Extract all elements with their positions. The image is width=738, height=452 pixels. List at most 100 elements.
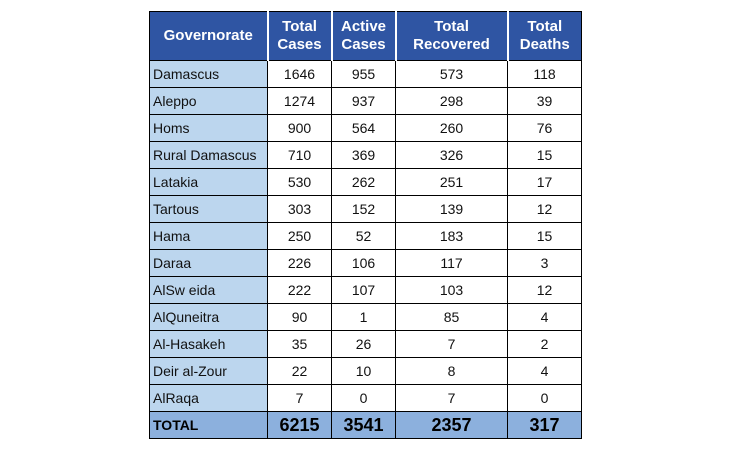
total-recovered-cell: 7	[395, 330, 508, 358]
total-recovered-cell: 85	[395, 303, 508, 331]
total-cases-cell: 7	[267, 384, 332, 412]
table-row: Daraa 226 106 117 3	[149, 249, 582, 277]
governorate-cell: AlQuneitra	[149, 303, 268, 331]
active-cases-cell: 937	[331, 87, 396, 115]
header-total-cases-line2: Cases	[277, 36, 322, 53]
total-cases-cell: 900	[267, 114, 332, 142]
header-total-recovered-line2: Recovered	[413, 36, 490, 53]
table-row: Rural Damascus 710 369 326 15	[149, 141, 582, 169]
total-total-recovered: 2357	[395, 411, 508, 439]
active-cases-cell: 107	[331, 276, 396, 304]
total-cases-cell: 90	[267, 303, 332, 331]
total-recovered-cell: 103	[395, 276, 508, 304]
total-deaths-cell: 4	[507, 357, 582, 385]
active-cases-cell: 10	[331, 357, 396, 385]
governorate-cell: Rural Damascus	[149, 141, 268, 169]
total-cases-cell: 1646	[267, 60, 332, 88]
governorate-cell: Daraa	[149, 249, 268, 277]
table-row: Hama 250 52 183 15	[149, 222, 582, 250]
total-deaths-cell: 4	[507, 303, 582, 331]
active-cases-cell: 152	[331, 195, 396, 223]
table-row: Aleppo 1274 937 298 39	[149, 87, 582, 115]
active-cases-cell: 0	[331, 384, 396, 412]
total-deaths-cell: 12	[507, 276, 582, 304]
total-total-deaths: 317	[507, 411, 582, 439]
header-active-cases-line2: Cases	[341, 36, 386, 53]
table-row: Latakia 530 262 251 17	[149, 168, 582, 196]
total-recovered-cell: 260	[395, 114, 508, 142]
total-deaths-cell: 2	[507, 330, 582, 358]
active-cases-cell: 26	[331, 330, 396, 358]
total-deaths-cell: 76	[507, 114, 582, 142]
header-total-recovered: Total Recovered	[395, 11, 509, 61]
governorate-cell: Latakia	[149, 168, 268, 196]
total-deaths-cell: 118	[507, 60, 582, 88]
active-cases-cell: 564	[331, 114, 396, 142]
header-total-recovered-line1: Total	[434, 18, 469, 35]
header-total-cases-line1: Total	[282, 18, 317, 35]
total-label: TOTAL	[149, 411, 268, 439]
total-cases-cell: 303	[267, 195, 332, 223]
total-cases-cell: 250	[267, 222, 332, 250]
table-row: AlRaqa 7 0 7 0	[149, 384, 582, 412]
table-row: Tartous 303 152 139 12	[149, 195, 582, 223]
table-row: AlQuneitra 90 1 85 4	[149, 303, 582, 331]
active-cases-cell: 262	[331, 168, 396, 196]
total-recovered-cell: 298	[395, 87, 508, 115]
total-cases-cell: 35	[267, 330, 332, 358]
header-active-cases: Active Cases	[331, 11, 397, 61]
governorate-cell: Hama	[149, 222, 268, 250]
total-deaths-cell: 17	[507, 168, 582, 196]
header-total-cases: Total Cases	[267, 11, 333, 61]
governorate-cell: Tartous	[149, 195, 268, 223]
total-deaths-cell: 3	[507, 249, 582, 277]
total-deaths-cell: 39	[507, 87, 582, 115]
active-cases-cell: 106	[331, 249, 396, 277]
total-recovered-cell: 573	[395, 60, 508, 88]
total-deaths-cell: 15	[507, 141, 582, 169]
governorate-cell: AlRaqa	[149, 384, 268, 412]
governorate-cell: Homs	[149, 114, 268, 142]
total-cases-cell: 530	[267, 168, 332, 196]
active-cases-cell: 369	[331, 141, 396, 169]
header-total-deaths-line1: Total	[527, 18, 563, 35]
governorate-cell: Aleppo	[149, 87, 268, 115]
total-recovered-cell: 326	[395, 141, 508, 169]
header-total-deaths: Total Deaths	[507, 11, 582, 61]
governorate-cell: Al-Hasakeh	[149, 330, 268, 358]
table-row: Damascus 1646 955 573 118	[149, 60, 582, 88]
total-row: TOTAL 6215 3541 2357 317	[149, 411, 582, 439]
total-total-cases: 6215	[267, 411, 332, 439]
total-recovered-cell: 117	[395, 249, 508, 277]
total-recovered-cell: 139	[395, 195, 508, 223]
governorate-cell: AlSw eida	[149, 276, 268, 304]
header-governorate-label: Governorate	[163, 27, 253, 44]
total-deaths-cell: 15	[507, 222, 582, 250]
total-cases-cell: 226	[267, 249, 332, 277]
active-cases-cell: 52	[331, 222, 396, 250]
total-cases-cell: 1274	[267, 87, 332, 115]
total-recovered-cell: 251	[395, 168, 508, 196]
header-governorate: Governorate	[149, 11, 269, 61]
header-total-deaths-line2: Deaths	[519, 36, 570, 53]
governorate-cell: Damascus	[149, 60, 268, 88]
covid-cases-table: Governorate Total Cases Active Cases Tot…	[149, 11, 582, 439]
table-row: Al-Hasakeh 35 26 7 2	[149, 330, 582, 358]
header-active-cases-line1: Active	[340, 18, 387, 35]
total-recovered-cell: 183	[395, 222, 508, 250]
table-row: Deir al-Zour 22 10 8 4	[149, 357, 582, 385]
active-cases-cell: 1	[331, 303, 396, 331]
total-cases-cell: 22	[267, 357, 332, 385]
total-cases-cell: 710	[267, 141, 332, 169]
total-deaths-cell: 12	[507, 195, 582, 223]
active-cases-cell: 955	[331, 60, 396, 88]
table-row: Homs 900 564 260 76	[149, 114, 582, 142]
header-row: Governorate Total Cases Active Cases Tot…	[149, 11, 582, 61]
total-cases-cell: 222	[267, 276, 332, 304]
total-recovered-cell: 8	[395, 357, 508, 385]
total-recovered-cell: 7	[395, 384, 508, 412]
governorate-cell: Deir al-Zour	[149, 357, 268, 385]
total-deaths-cell: 0	[507, 384, 582, 412]
total-active-cases: 3541	[331, 411, 396, 439]
table-row: AlSw eida 222 107 103 12	[149, 276, 582, 304]
